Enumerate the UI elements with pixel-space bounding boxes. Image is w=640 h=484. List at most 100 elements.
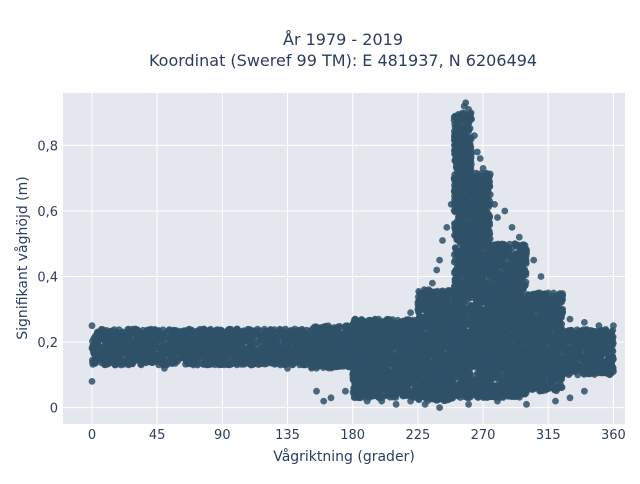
data-point [108, 347, 115, 354]
data-point [193, 330, 200, 337]
data-point [432, 321, 439, 328]
data-point [162, 359, 169, 366]
data-point [396, 331, 403, 338]
data-point [390, 326, 397, 333]
data-point [365, 329, 372, 336]
data-point [407, 326, 414, 333]
data-point [462, 217, 469, 224]
data-point [386, 337, 393, 344]
data-point [415, 316, 422, 323]
data-point [319, 346, 326, 353]
data-point [252, 328, 259, 335]
data-point [172, 344, 179, 351]
data-point [326, 351, 333, 358]
data-point [263, 348, 270, 355]
data-point [350, 385, 357, 392]
data-point [373, 357, 380, 364]
data-point [442, 314, 449, 321]
data-point [397, 357, 404, 364]
data-point [142, 347, 149, 354]
data-point [362, 344, 369, 351]
data-point [420, 376, 427, 383]
data-point [309, 326, 316, 333]
data-point [266, 358, 273, 365]
data-point [459, 272, 466, 279]
data-point [402, 350, 409, 357]
data-point [428, 328, 435, 335]
data-point [276, 350, 283, 357]
data-point [378, 376, 385, 383]
data-point [438, 391, 445, 398]
data-point [257, 356, 264, 363]
data-point [238, 332, 245, 339]
data-point [421, 333, 428, 340]
data-point [406, 373, 413, 380]
data-point [418, 359, 425, 366]
data-point [330, 361, 337, 368]
data-point [451, 157, 458, 164]
data-point [312, 341, 319, 348]
data-point [381, 323, 388, 330]
data-point [366, 353, 373, 360]
data-point [426, 311, 433, 318]
data-point [373, 335, 380, 342]
data-point [434, 361, 441, 368]
data-point [109, 328, 116, 335]
data-point [189, 339, 196, 346]
data-point [246, 339, 253, 346]
data-point [368, 362, 375, 369]
data-point [341, 362, 348, 369]
data-point [285, 345, 292, 352]
data-point [426, 387, 433, 394]
data-point [216, 347, 223, 354]
data-point [415, 288, 422, 295]
data-point [435, 313, 442, 320]
data-point [434, 294, 441, 301]
data-point [112, 337, 119, 344]
data-point [276, 326, 283, 333]
data-point [326, 334, 333, 341]
data-point [232, 333, 239, 340]
data-point [294, 344, 301, 351]
data-point [306, 344, 313, 351]
data-point [320, 328, 327, 335]
data-point [423, 365, 430, 372]
data-point [403, 316, 410, 323]
data-point [296, 361, 303, 368]
data-point [123, 335, 130, 342]
data-point [451, 221, 458, 228]
data-point [363, 383, 370, 390]
data-point [89, 338, 96, 345]
data-point [125, 356, 132, 363]
data-point [419, 351, 426, 358]
data-point [102, 361, 109, 368]
data-point [441, 290, 448, 297]
data-point [289, 354, 296, 361]
data-point [132, 353, 139, 360]
data-point [325, 357, 332, 364]
data-point [392, 342, 399, 349]
data-point [407, 363, 414, 370]
data-point [111, 356, 118, 363]
data-point [274, 333, 281, 340]
data-point [140, 357, 147, 364]
data-point [355, 331, 362, 338]
data-point [378, 365, 385, 372]
data-point [186, 328, 193, 335]
data-point [357, 368, 364, 375]
data-point [426, 340, 433, 347]
data-point [420, 383, 427, 390]
data-point [400, 389, 407, 396]
data-point [171, 358, 178, 365]
data-point [435, 370, 442, 377]
data-point [146, 332, 153, 339]
data-point [376, 347, 383, 354]
data-point [160, 345, 167, 352]
data-point [191, 352, 198, 359]
data-point [126, 348, 133, 355]
data-point [360, 358, 367, 365]
data-point [442, 373, 449, 380]
data-point [115, 350, 122, 357]
